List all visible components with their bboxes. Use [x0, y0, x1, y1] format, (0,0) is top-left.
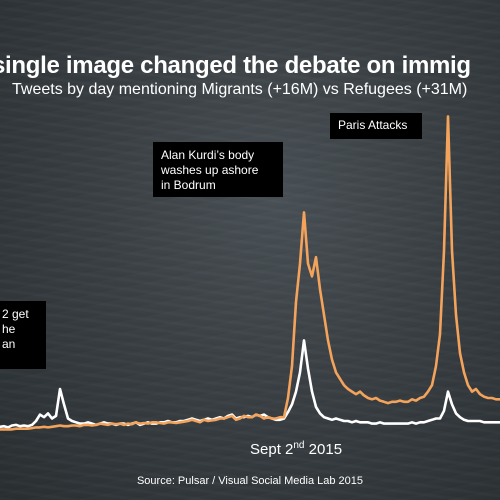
annotation-line: an: [2, 337, 16, 351]
annotation-cropped: 2 get he an: [0, 301, 46, 369]
annotation-paris-attacks: Paris Attacks: [330, 113, 422, 139]
series-line-refugees: [0, 115, 500, 431]
x-tick-label: Sept 2nd 2015: [250, 440, 342, 458]
x-tick-suffix: 2015: [304, 441, 343, 458]
annotation-line: washes up ashore: [161, 163, 259, 177]
annotation-line: 2 get: [2, 307, 29, 321]
annotation-line: Alan Kurdi’s body: [161, 148, 255, 162]
x-tick-sup: nd: [293, 440, 305, 451]
annotation-alan-kurdi: Alan Kurdi’s body washes up ashore in Bo…: [153, 142, 283, 197]
chart-title: single image changed the debate on immig: [0, 52, 471, 79]
source-credit: Source: Pulsar / Visual Social Media Lab…: [136, 475, 364, 487]
x-tick-prefix: Sept 2: [250, 441, 294, 458]
series-line-migrants: [0, 339, 500, 429]
annotation-line: in Bodrum: [161, 178, 216, 192]
chart-subtitle: Tweets by day mentioning Migrants (+16M)…: [12, 81, 468, 98]
annotation-line: he: [2, 322, 16, 336]
series-layer: [0, 115, 500, 431]
